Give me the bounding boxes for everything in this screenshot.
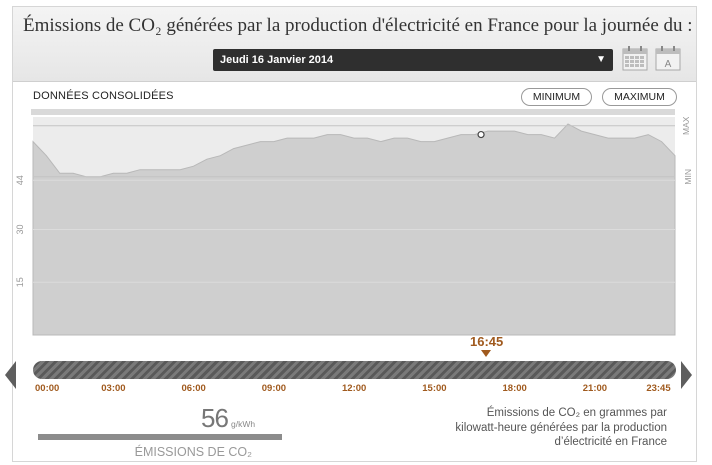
minimum-button[interactable]: MINIMUM [521,88,592,106]
date-dropdown-value: Jeudi 16 Janvier 2014 [220,54,334,66]
emissions-caption: ÉMISSIONS DE CO₂ [134,445,252,459]
timeline-slider[interactable] [33,361,676,379]
emissions-description: Émissions de CO₂ en grammes par kilowatt… [455,407,667,448]
chevron-down-icon: ▼ [596,54,606,65]
x-tick-1200: 12:00 [342,383,367,394]
x-tick-0300: 03:00 [101,383,126,394]
x-tick-1800: 18:00 [502,383,527,394]
current-point-marker [477,130,485,139]
previous-arrow-icon[interactable] [5,361,16,389]
x-tick-0900: 09:00 [261,383,287,394]
x-tick-1500: 15:00 [422,383,447,394]
x-tick-0600: 06:00 [181,383,206,394]
maximum-button[interactable]: MAXIMUM [602,88,677,106]
reference-label-max: MAX [681,117,691,135]
co2-widget: Émissions de CO₂ générées par la product… [5,6,698,462]
reference-label-min: MIN [683,169,693,185]
emissions-value: 56 [201,403,229,433]
timeline [5,359,698,389]
date-dropdown[interactable]: Jeudi 16 Janvier 2014 ▼ [213,49,613,71]
calendar-text-icon[interactable]: A [655,45,681,71]
x-tick-0000: 00:00 [35,383,60,394]
y-tick-15: 15 [15,277,25,287]
x-tick-2345: 23:45 [646,383,671,394]
header-panel: Émissions de CO₂ générées par la product… [13,7,696,82]
chart-top-divider [31,109,675,115]
y-tick-30: 30 [15,225,25,235]
y-tick-44: 44 [15,175,25,185]
consolidated-data-label: DONNÉES CONSOLIDÉES [33,90,174,102]
current-time-label: 16:45 [470,334,504,349]
next-arrow-icon[interactable] [681,361,692,389]
x-tick-2100: 21:00 [582,383,608,394]
emissions-value-bar [38,434,282,440]
page-title: Émissions de CO₂ générées par la product… [23,15,693,36]
calendar-letter: A [665,59,672,70]
emissions-unit: g/kWh [231,419,256,429]
calendar-grid-icon[interactable] [622,45,648,71]
time-marker-icon [481,350,491,357]
emissions-area-chart[interactable]: MAX MIN 15 30 44 [13,117,698,337]
